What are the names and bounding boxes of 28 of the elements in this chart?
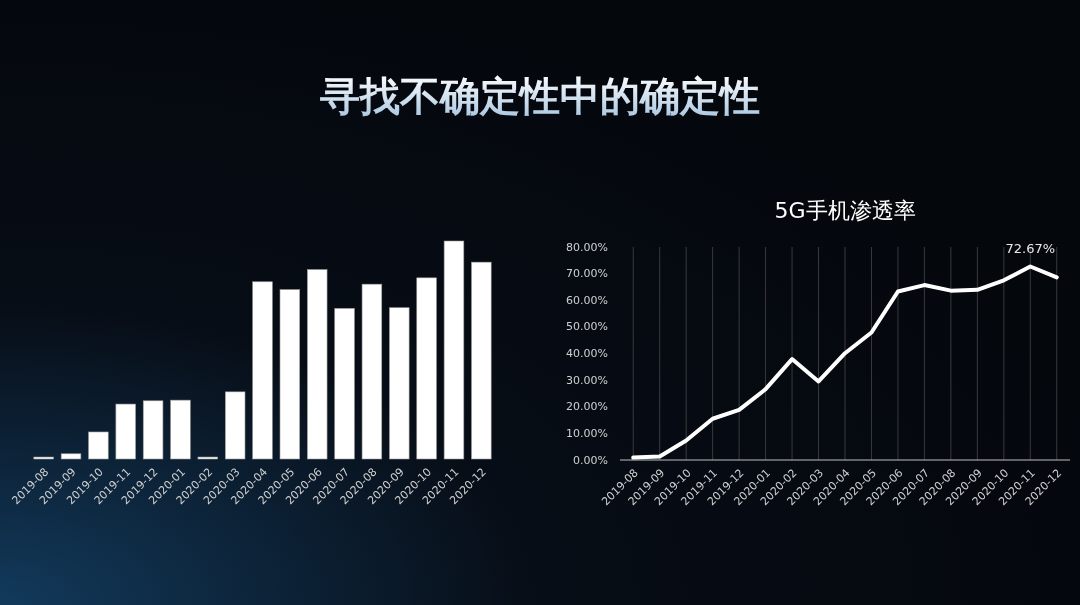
bar xyxy=(443,240,465,460)
y-tick-label: 20.00% xyxy=(566,400,608,414)
bar xyxy=(142,400,164,460)
bar xyxy=(361,283,383,460)
bar xyxy=(225,391,246,460)
annotation: 72.67% xyxy=(1005,240,1056,256)
y-tick-label: 80.00% xyxy=(566,240,608,254)
bar xyxy=(471,261,492,460)
bar xyxy=(389,307,410,460)
bar xyxy=(416,277,437,460)
bar xyxy=(252,281,273,460)
y-tick-label: 0.00% xyxy=(573,453,608,467)
y-tick-label: 50.00% xyxy=(566,320,608,334)
chart-title: 5G手机渗透率 xyxy=(774,198,916,223)
text: 寻找不确定性中的确定性 xyxy=(319,73,760,119)
y-tick-label: 30.00% xyxy=(566,373,608,387)
bar xyxy=(115,403,136,460)
bar xyxy=(60,453,82,460)
y-tick-label: 40.00% xyxy=(566,347,608,360)
y-tick-label: 70.00% xyxy=(566,267,608,281)
bar xyxy=(307,269,328,460)
bar xyxy=(334,308,355,460)
bar xyxy=(88,431,109,460)
bar xyxy=(170,399,191,460)
bar xyxy=(279,289,300,460)
y-tick-label: 60.00% xyxy=(566,293,608,307)
line-series xyxy=(631,264,1059,460)
y-tick-label: 10.00% xyxy=(566,426,608,440)
